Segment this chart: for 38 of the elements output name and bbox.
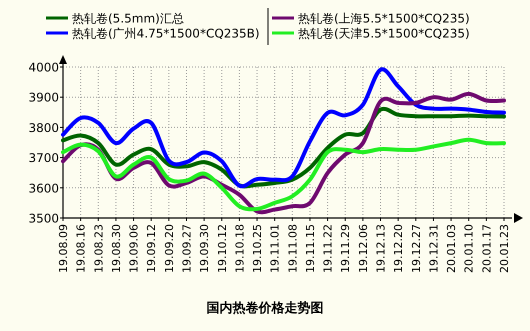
y-tick-label: 3500 — [28, 212, 59, 226]
x-tick-label: 19.12.20 — [392, 224, 406, 273]
y-tick-label: 4000 — [28, 60, 59, 74]
x-tick-label: 19.09.06 — [128, 224, 141, 273]
x-tick-label: 20.01.10 — [462, 224, 476, 273]
x-tick-label: 19.08.23 — [92, 224, 106, 273]
y-tick-label: 3800 — [28, 120, 59, 135]
x-tick-label: 19.09.27 — [180, 224, 194, 273]
plot: 3500 3600 3700 3800 3900 4000 19.08.09 19.08.16 19.08.23 19.08.30 19.09.06 19.09.12 19.09.20 19.09.27 19.09.30 19.10.12 19.10.18 19.10.25 19.11.01 19.11.08 19.11.15 19.11.22 19.11.29 19.12.06 19.12.13 19.12.20 19.12.27 19.12.31 20.01.03 20.01.10 20.01.17 20.01.23 — [28, 55, 523, 273]
x-tick-label: 19.09.30 — [198, 224, 212, 273]
x-tick-label: 19.12.31 — [427, 224, 440, 273]
y-tick-label: 3600 — [28, 181, 59, 196]
text: 国内热卷价格走势图 — [206, 300, 324, 316]
x-tick-label: 19.12.13 — [374, 224, 388, 273]
x-tick-label: 19.08.30 — [110, 224, 123, 273]
legend-label: 热轧卷(5.5mm)汇总 — [72, 12, 184, 26]
legend-label: 热轧卷(天津5.5*1500*CQ235) — [298, 26, 470, 40]
x-tick-label: 19.11.15 — [304, 224, 317, 273]
x-tick-label: 19.09.20 — [162, 224, 176, 273]
y-tick-label: 3900 — [28, 90, 59, 105]
x-tick-label: 19.10.25 — [251, 224, 264, 273]
x-tick-label: 19.09.12 — [145, 224, 158, 273]
x-tick-label: 19.10.12 — [216, 224, 229, 273]
x-tick-label: 19.11.29 — [339, 224, 352, 273]
x-tick-label: 19.11.01 — [268, 224, 282, 273]
x-tick-label: 19.11.08 — [286, 224, 300, 273]
x-tick-label: 20.01.03 — [445, 224, 458, 273]
x-tick-label: 19.12.06 — [356, 224, 370, 273]
x-tick-label: 19.11.22 — [322, 224, 335, 273]
y-tick-label: 3700 — [28, 151, 59, 166]
legend-label: 热轧卷(上海5.5*1500*CQ235) — [298, 12, 470, 26]
x-tick-label: 19.10.18 — [233, 224, 246, 273]
x-tick-label: 19.12.27 — [410, 224, 423, 273]
legend-label: 热轧卷(广州4.75*1500*CQ235B) — [72, 26, 260, 40]
x-tick-label: 19.08.16 — [74, 224, 88, 273]
x-tick-label: 20.01.23 — [498, 224, 511, 273]
x-tick-label: 19.08.09 — [57, 224, 70, 273]
x-tick-label: 20.01.17 — [480, 224, 494, 273]
